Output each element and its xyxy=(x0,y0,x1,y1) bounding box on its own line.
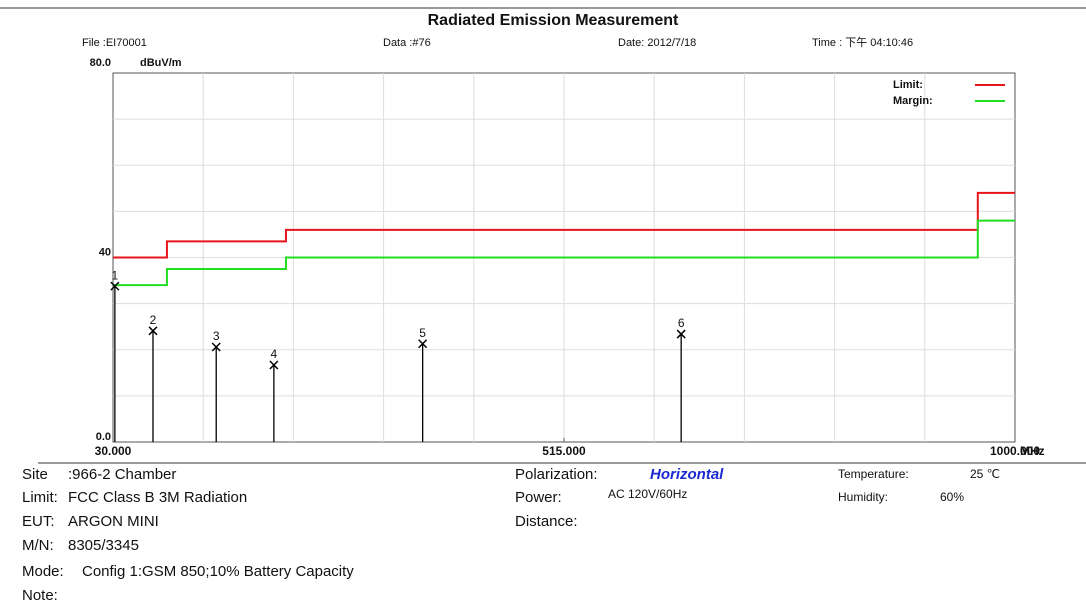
marker xyxy=(418,339,428,349)
info-value: ARGON MINI xyxy=(68,513,159,530)
info-label: Temperature: xyxy=(838,467,909,481)
marker-label: 5 xyxy=(419,326,426,340)
info-label: M/N: xyxy=(22,537,54,554)
info-label: Note: xyxy=(22,587,58,604)
y-tick-label: 40 xyxy=(99,246,111,258)
info-label: Polarization: xyxy=(515,466,598,483)
time: Time : 下午 04:10:46 xyxy=(812,36,913,49)
marker xyxy=(269,360,279,370)
marker xyxy=(110,281,120,291)
date: Date: 2012/7/18 xyxy=(618,37,696,49)
info-label: Humidity: xyxy=(838,490,888,504)
marker-label: 4 xyxy=(271,347,278,361)
info-label: Mode: xyxy=(22,563,64,580)
legend-label: Margin: xyxy=(893,95,933,107)
series-line xyxy=(113,191,1015,259)
y-tick-label: 80.0 xyxy=(90,57,111,69)
series-line xyxy=(113,219,1015,287)
marker-label: 3 xyxy=(213,329,220,343)
marker-label: 6 xyxy=(678,316,685,330)
info-value: 60% xyxy=(940,490,964,504)
y-unit: dBuV/m xyxy=(140,57,182,69)
marker-label: 1 xyxy=(112,268,119,282)
info-value: Horizontal xyxy=(650,466,724,483)
info-value: 8305/3345 xyxy=(68,537,139,554)
marker xyxy=(211,342,221,352)
x-tick-label: 30.000 xyxy=(95,444,132,458)
x-unit: MHz xyxy=(1020,444,1045,458)
x-tick-label: 515.000 xyxy=(542,444,586,458)
y-tick-label: 0.0 xyxy=(96,431,111,443)
legend-label: Limit: xyxy=(893,79,923,91)
data-no: Data :#76 xyxy=(383,37,431,49)
title: Radiated Emission Measurement xyxy=(428,12,679,29)
marker xyxy=(148,326,158,336)
info-value: :966-2 Chamber xyxy=(68,466,176,483)
file: File :EI70001 xyxy=(82,37,147,49)
info-value: 25 ℃ xyxy=(970,467,1000,481)
info-label: Site xyxy=(22,466,48,483)
info-label: EUT: xyxy=(22,513,55,530)
x-tick-label: 1000.000 xyxy=(990,444,1040,458)
info-value: Config 1:GSM 850;10% Battery Capacity xyxy=(82,563,354,580)
info-label: Limit: xyxy=(22,489,58,506)
marker xyxy=(676,329,686,339)
info-label: Distance: xyxy=(515,513,578,530)
info-value: FCC Class B 3M Radiation xyxy=(68,489,247,506)
marker-label: 2 xyxy=(150,313,157,327)
info-label: Power: xyxy=(515,489,562,506)
info-value: AC 120V/60Hz xyxy=(608,487,687,501)
